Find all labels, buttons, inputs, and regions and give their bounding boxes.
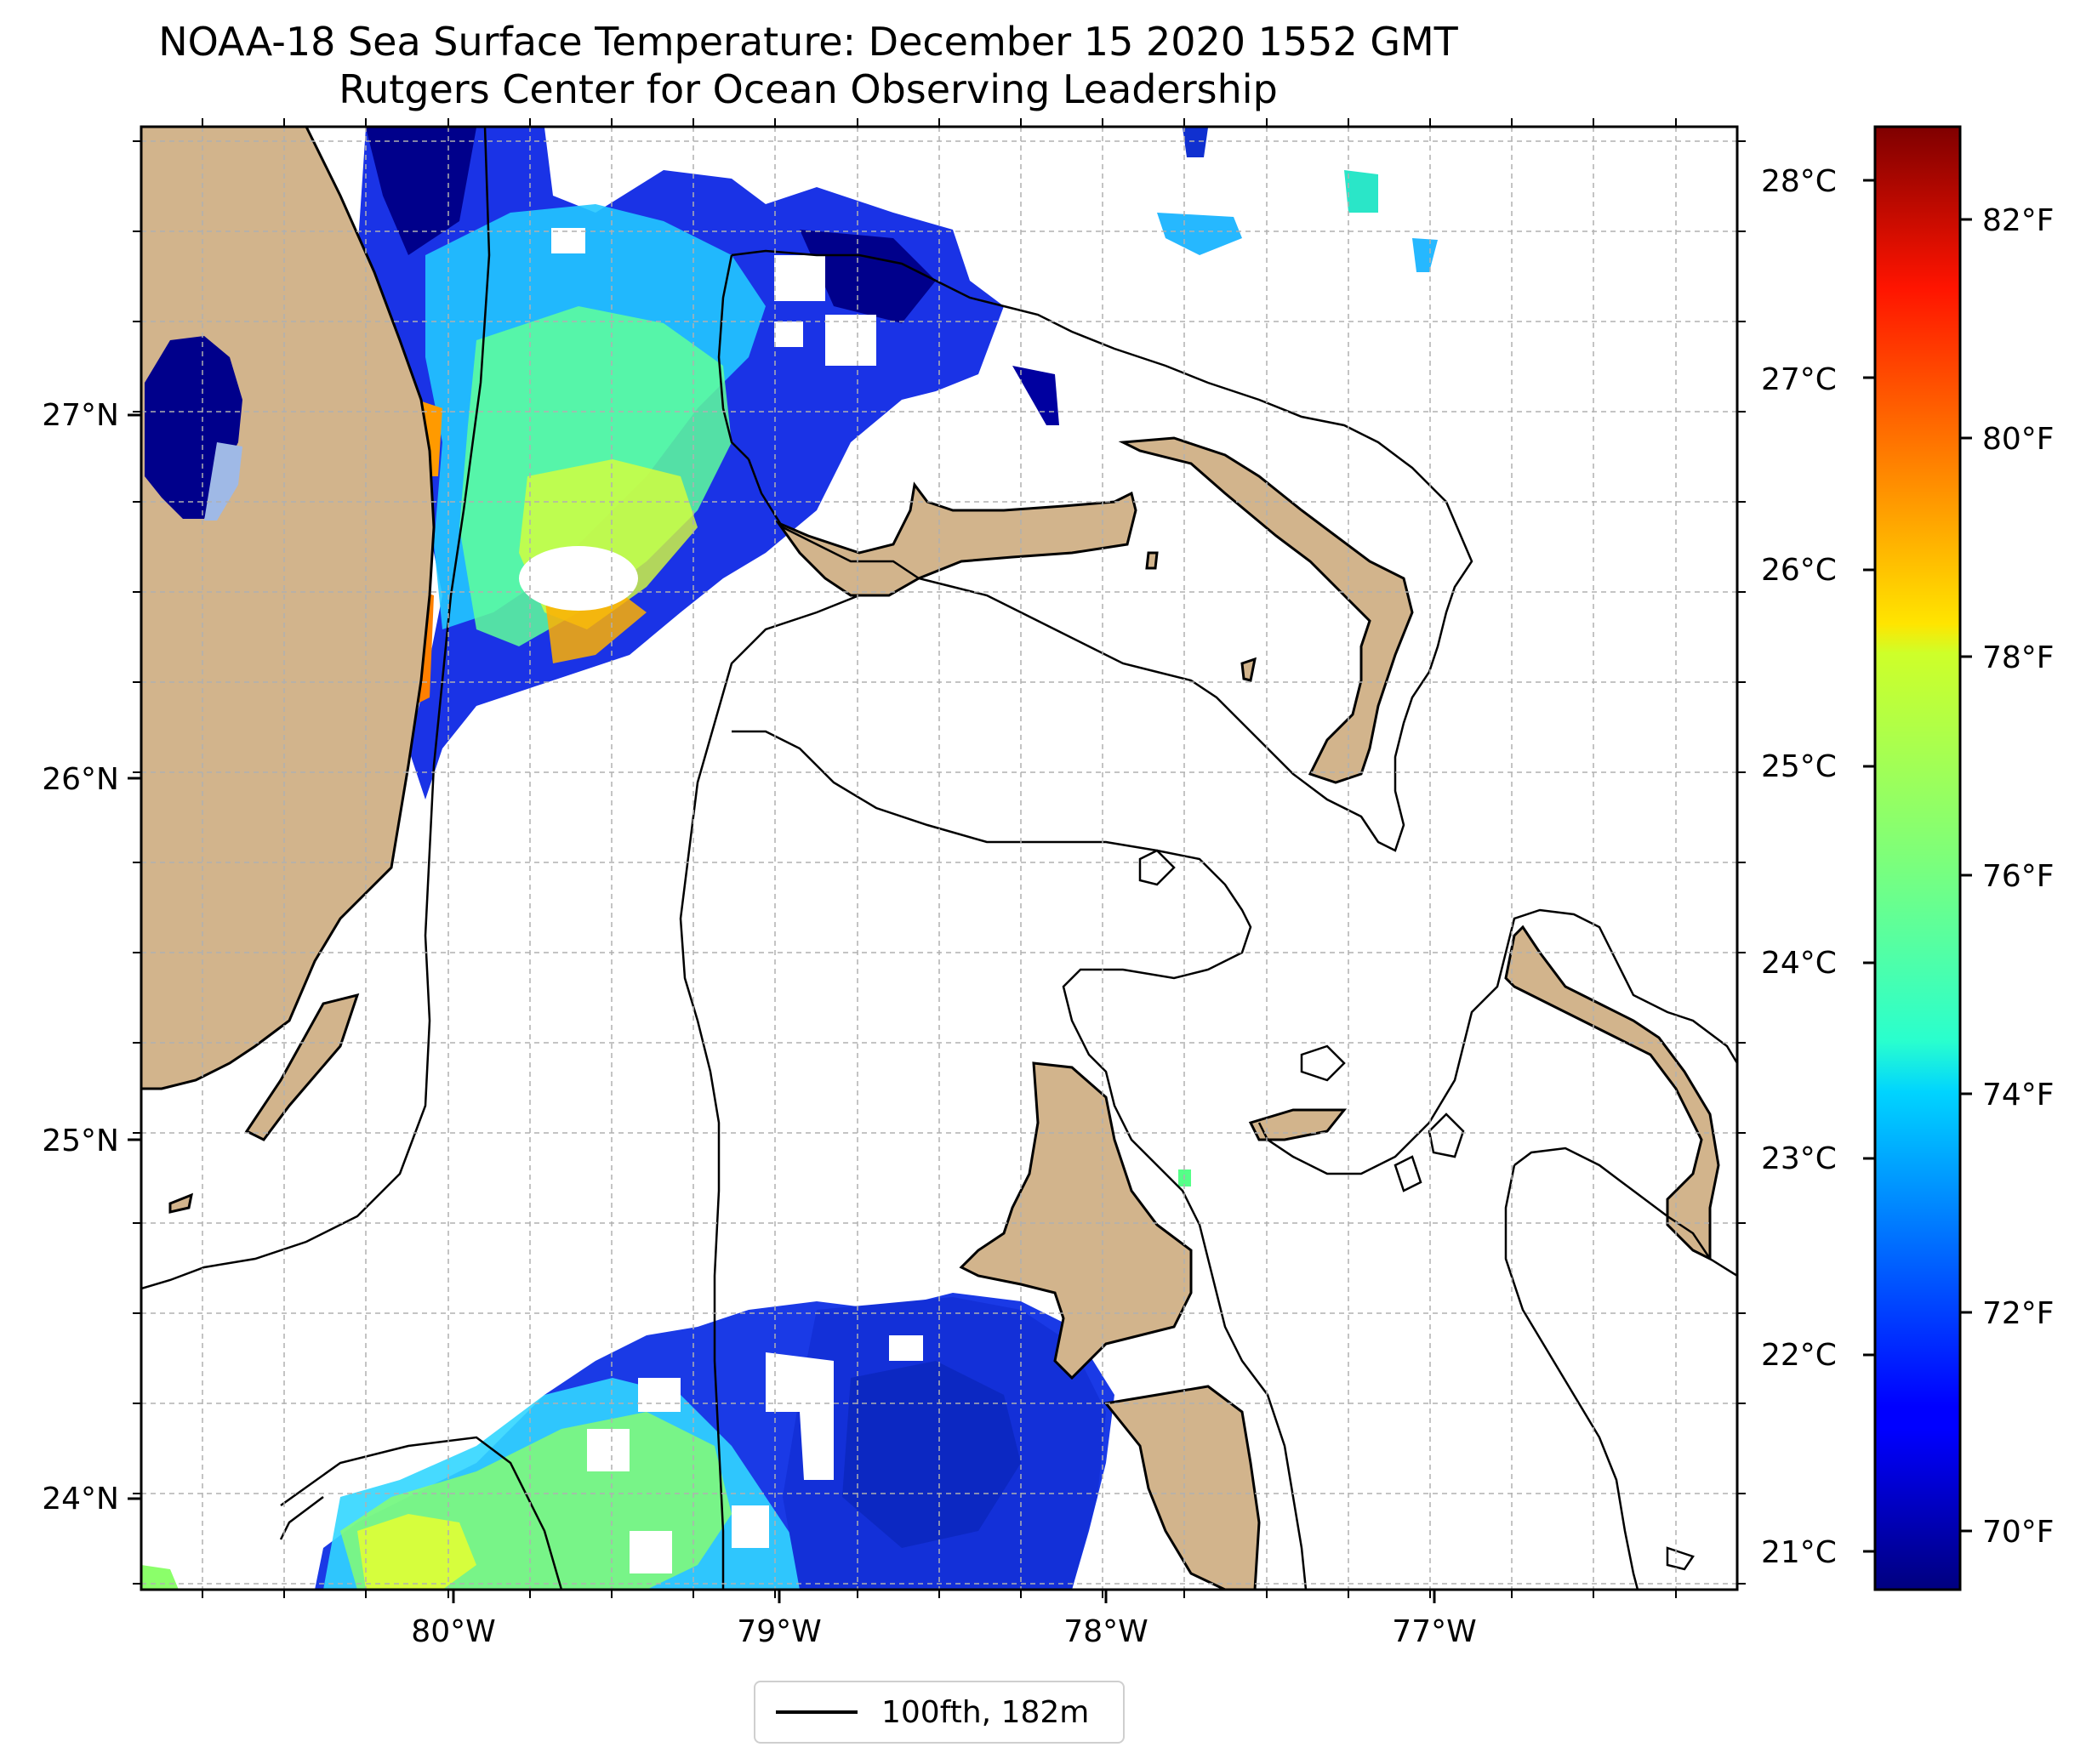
land-florida [141,127,436,1214]
map-gridlines [141,127,1737,1590]
cbar-f-78: 78°F [1982,640,2055,675]
cbar-f-74: 74°F [1982,1078,2055,1112]
cbar-c-23: 23°C [1761,1141,1837,1176]
colorbar-gradient [1873,125,1962,1591]
cbar-f-72: 72°F [1982,1296,2055,1331]
y-tick-label-26n: 26°N [42,762,119,797]
x-tick-label-79w: 79°W [737,1614,821,1649]
sst-scattered-patches [1012,128,1438,1186]
colorbar-celsius-labels: 21°C 22°C 23°C 24°C 25°C 26°C 27°C 28°C [1761,164,1837,1570]
map-title: NOAA-18 Sea Surface Temperature: Decembe… [158,19,1458,65]
cbar-c-27: 27°C [1761,362,1837,397]
cbar-c-22: 22°C [1761,1338,1837,1373]
cbar-c-28: 28°C [1761,164,1837,199]
legend-line-swatch [776,1710,858,1714]
x-tick-label-77w: 77°W [1392,1614,1476,1649]
map-subtitle: Rutgers Center for Ocean Observing Leade… [339,66,1278,112]
cbar-c-25: 25°C [1761,749,1837,784]
map-area [141,127,1737,1590]
cbar-c-24: 24°C [1761,946,1837,981]
isobath-contours [141,127,1737,1590]
cbar-f-82: 82°F [1982,203,2055,238]
colorbar: 21°C 22°C 23°C 24°C 25°C 26°C 27°C 28°C … [1761,125,2055,1591]
y-tick-label-27n: 27°N [42,398,119,433]
land-bahamas [774,436,1720,1590]
y-tick-label-25n: 25°N [42,1124,119,1158]
cbar-f-70: 70°F [1982,1515,2055,1550]
x-tick-labels: 80°W 79°W 78°W 77°W [411,1614,1476,1649]
cbar-c-26: 26°C [1761,553,1837,588]
cbar-c-21: 21°C [1761,1535,1837,1570]
y-tick-labels: 24°N 25°N 26°N 27°N [42,398,119,1516]
legend-label: 100fth, 182m [881,1694,1090,1730]
cbar-f-80: 80°F [1982,422,2055,457]
cbar-f-76: 76°F [1982,859,2055,894]
sst-swath-south [141,1293,1114,1590]
y-tick-label-24n: 24°N [42,1482,119,1516]
x-tick-label-80w: 80°W [411,1614,495,1649]
legend: 100fth, 182m [754,1681,1125,1744]
colorbar-fahrenheit-labels: 70°F 72°F 74°F 76°F 78°F 80°F 82°F [1982,203,2055,1550]
x-tick-label-78w: 78°W [1063,1614,1148,1649]
axis-ticks [128,118,1746,1603]
